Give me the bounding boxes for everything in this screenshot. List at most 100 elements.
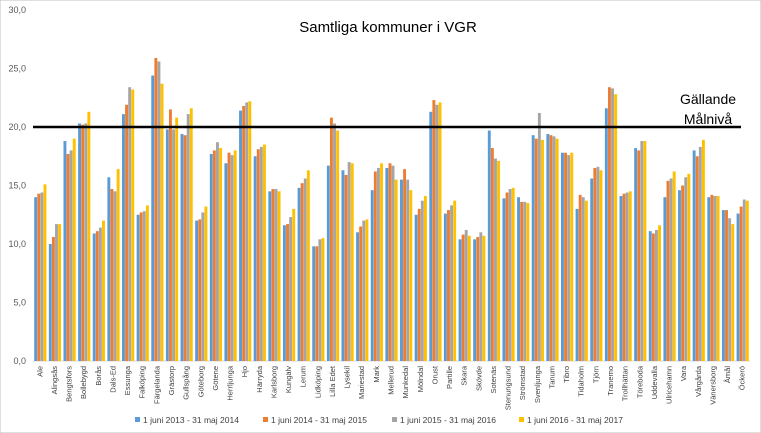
bar-4 bbox=[687, 173, 691, 361]
bar-1 bbox=[224, 163, 228, 361]
bar-4 bbox=[526, 203, 530, 361]
bar-1 bbox=[736, 213, 740, 361]
bar-3 bbox=[625, 192, 629, 361]
bar-4 bbox=[570, 152, 574, 361]
bar-1 bbox=[678, 190, 681, 361]
bar-3 bbox=[69, 150, 73, 361]
target-line-group: Gällande Målnivå bbox=[33, 91, 741, 129]
bar-1 bbox=[122, 114, 125, 361]
bar-4 bbox=[160, 83, 164, 362]
bar-1 bbox=[356, 232, 360, 361]
bar-4 bbox=[233, 150, 237, 361]
x-tick-label: Falköping bbox=[138, 366, 147, 399]
bar-1 bbox=[414, 214, 418, 361]
bar-2 bbox=[447, 210, 450, 361]
bar-2 bbox=[51, 236, 55, 361]
bar-4 bbox=[248, 101, 252, 361]
x-tick-label: Götene bbox=[211, 366, 220, 391]
legend-label-2: 1 juni 2014 - 31 maj 2015 bbox=[271, 415, 367, 425]
bar-4 bbox=[365, 219, 369, 361]
bar-1 bbox=[297, 187, 301, 361]
x-tick-label: Alingsås bbox=[50, 366, 59, 395]
x-tick-label: Mellerud bbox=[387, 366, 396, 395]
x-tick-label: Tranemo bbox=[606, 366, 615, 396]
bar-4 bbox=[43, 184, 47, 361]
bar-1 bbox=[239, 110, 242, 362]
bar-3 bbox=[128, 87, 132, 361]
bar-1 bbox=[590, 178, 594, 361]
bar-3 bbox=[347, 162, 351, 361]
bar-3 bbox=[113, 191, 117, 361]
bar-3 bbox=[40, 192, 44, 361]
x-tick-label: Kungälv bbox=[284, 366, 293, 393]
bar-3 bbox=[55, 224, 58, 361]
bar-4 bbox=[306, 170, 310, 361]
bar-2 bbox=[695, 156, 699, 361]
bar-2 bbox=[154, 57, 158, 361]
x-tick-label: Töreboda bbox=[635, 365, 644, 398]
bar-1 bbox=[180, 134, 184, 361]
x-tick-label: Tjörn bbox=[591, 366, 600, 383]
bar-4 bbox=[731, 224, 735, 361]
bar-1 bbox=[575, 208, 579, 361]
bar-3 bbox=[713, 196, 717, 361]
bar-1 bbox=[473, 239, 477, 361]
bar-4 bbox=[423, 196, 427, 361]
bar-4 bbox=[189, 108, 193, 361]
bar-2 bbox=[256, 149, 260, 361]
y-tick-label: 20,0 bbox=[8, 122, 26, 132]
bar-1 bbox=[209, 153, 213, 361]
bar-1 bbox=[34, 197, 38, 361]
bar-3 bbox=[435, 104, 439, 362]
bar-2 bbox=[271, 189, 275, 361]
bar-2 bbox=[315, 246, 319, 361]
bar-4 bbox=[584, 200, 588, 361]
x-tick-label: Stenungsund bbox=[504, 366, 513, 410]
bar-1 bbox=[253, 156, 257, 361]
bar-4 bbox=[204, 206, 208, 361]
x-tick-label: Dals-Ed bbox=[108, 366, 117, 393]
x-tick-label: Åmål bbox=[723, 366, 732, 383]
bar-4 bbox=[541, 139, 544, 361]
bar-4 bbox=[321, 238, 325, 361]
x-tick-label: Uddevalla bbox=[650, 365, 659, 399]
bar-3 bbox=[84, 123, 88, 362]
bar-4 bbox=[145, 205, 149, 361]
x-tick-label: Vårgårda bbox=[694, 365, 703, 397]
bar-3 bbox=[376, 167, 380, 361]
bar-2 bbox=[403, 169, 407, 361]
x-tick-label: Orust bbox=[430, 365, 439, 384]
bar-2 bbox=[739, 206, 743, 361]
x-tick-label: Svenljunga bbox=[533, 365, 542, 403]
bar-1 bbox=[136, 214, 140, 361]
y-tick-label: 15,0 bbox=[8, 181, 26, 191]
bar-1 bbox=[707, 197, 711, 361]
x-tick-label: Lysekil bbox=[343, 366, 352, 389]
bar-2 bbox=[681, 185, 685, 361]
x-tick-label: Karlsborg bbox=[269, 366, 278, 398]
bar-1 bbox=[370, 190, 374, 361]
bar-4 bbox=[453, 200, 457, 361]
bar-4 bbox=[380, 163, 383, 361]
bar-2 bbox=[505, 192, 509, 361]
legend-label-4: 1 juni 2016 - 31 maj 2017 bbox=[527, 415, 623, 425]
x-tick-label: Gullspång bbox=[182, 366, 191, 400]
legend: 1 juni 2013 - 31 maj 2014 1 juni 2014 - 3… bbox=[135, 415, 623, 425]
bar-4 bbox=[497, 160, 501, 361]
x-tick-label: Ale bbox=[35, 366, 44, 377]
bar-2 bbox=[564, 152, 567, 361]
bar-1 bbox=[268, 191, 272, 361]
bar-2 bbox=[534, 138, 538, 361]
bar-3 bbox=[420, 200, 424, 361]
x-tick-label: Essunga bbox=[123, 365, 132, 395]
x-tick-label: Härryda bbox=[255, 365, 264, 393]
bar-4 bbox=[467, 235, 471, 361]
bar-1 bbox=[692, 150, 696, 361]
bar-3 bbox=[406, 179, 410, 361]
bar-4 bbox=[438, 102, 442, 362]
bar-1 bbox=[107, 177, 111, 361]
x-tick-label: Lidköping bbox=[313, 366, 322, 398]
y-tick-label: 10,0 bbox=[8, 239, 26, 249]
bar-4 bbox=[511, 187, 515, 361]
bar-2 bbox=[373, 171, 377, 361]
